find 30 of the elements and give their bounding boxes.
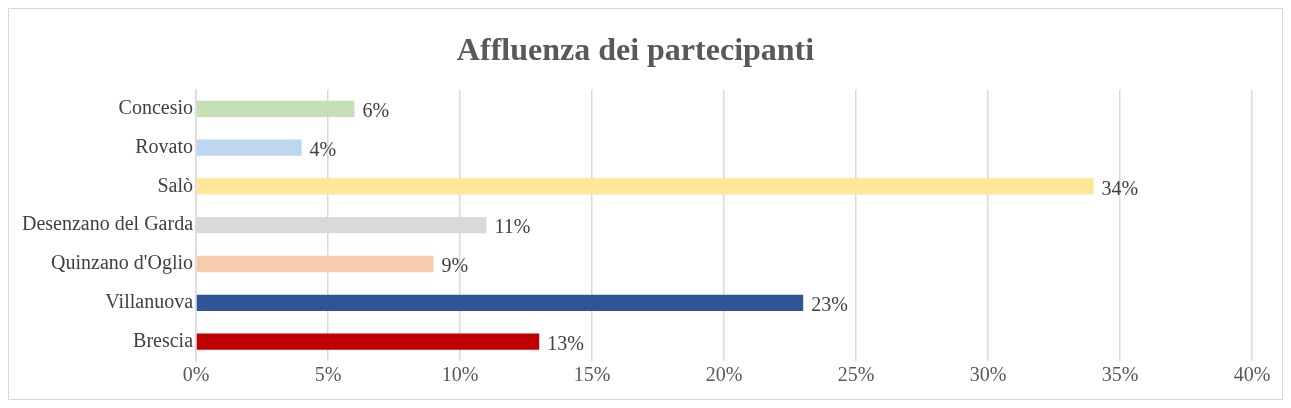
y-tick-label: Concesio: [118, 96, 194, 119]
data-label: 4%: [309, 137, 337, 160]
bar: [196, 139, 302, 156]
chart-title: Affluenza dei partecipanti: [456, 31, 815, 68]
x-tick-label: 30%: [969, 363, 1007, 386]
x-tick-label: 15%: [573, 363, 611, 386]
y-tick-label: Rovato: [135, 134, 194, 157]
y-tick-label: Salò: [157, 173, 194, 196]
bar: [196, 255, 434, 273]
bar: [196, 294, 804, 311]
x-tick-label: 0%: [182, 363, 210, 386]
y-tick-label: Brescia: [133, 328, 194, 351]
bar: [196, 333, 540, 350]
data-label: 6%: [362, 99, 390, 122]
data-label: 34%: [1101, 176, 1139, 199]
data-label: 9%: [441, 254, 469, 277]
x-tick-label: 25%: [837, 363, 875, 386]
x-tick-label: 20%: [705, 363, 743, 386]
data-label: 23%: [811, 293, 848, 316]
data-label: 11%: [494, 215, 531, 238]
x-tick-label: 10%: [441, 363, 479, 386]
y-tick-label: Villanuova: [105, 290, 194, 313]
x-tick-label: 40%: [1233, 363, 1271, 386]
data-label: 13%: [547, 331, 584, 354]
y-tick-label: Desenzano del Garda: [21, 212, 194, 235]
y-tick-label: Quinzano d'Oglio: [51, 251, 194, 275]
bar: [196, 100, 355, 117]
bar: [196, 178, 1094, 195]
x-tick-label: 5%: [314, 363, 342, 386]
x-tick-label: 35%: [1101, 363, 1139, 386]
